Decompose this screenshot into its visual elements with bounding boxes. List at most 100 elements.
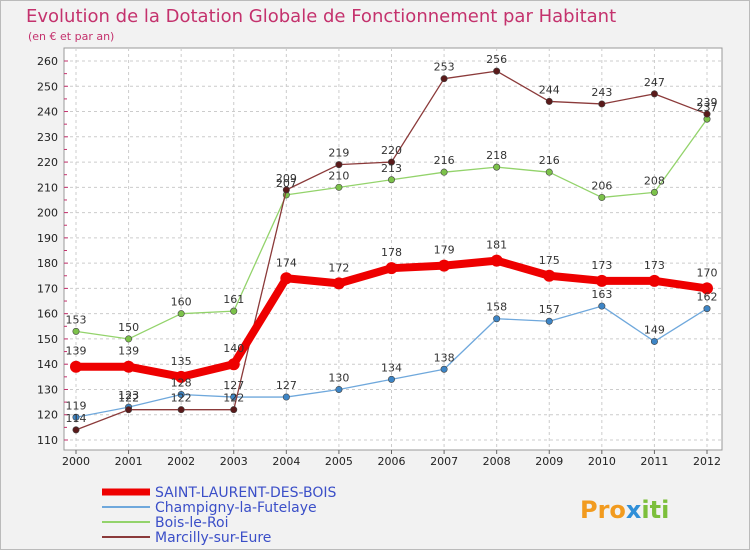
y-tick-label: 160 bbox=[37, 308, 58, 321]
series-point-0 bbox=[227, 358, 240, 371]
svg-text:Proxiti: Proxiti bbox=[580, 496, 669, 524]
data-label-0: 139 bbox=[66, 345, 87, 358]
data-label-2: 207 bbox=[276, 177, 297, 190]
series-point-3 bbox=[282, 186, 290, 194]
series-point-3 bbox=[598, 100, 606, 108]
logo-part-b: x bbox=[626, 496, 642, 524]
data-label-2: 237 bbox=[697, 101, 718, 114]
y-tick-label: 220 bbox=[37, 156, 58, 169]
data-label-0: 135 bbox=[171, 355, 192, 368]
series-point-1 bbox=[387, 375, 395, 383]
data-label-3: 220 bbox=[381, 144, 402, 157]
data-label-0: 173 bbox=[644, 259, 665, 272]
x-tick-label: 2010 bbox=[588, 455, 616, 468]
data-label-0: 175 bbox=[539, 254, 560, 267]
y-tick-label: 140 bbox=[37, 358, 58, 371]
series-point-2 bbox=[177, 310, 185, 318]
series-point-2 bbox=[387, 176, 395, 184]
y-tick-label: 120 bbox=[37, 409, 58, 422]
data-label-0: 181 bbox=[486, 239, 507, 252]
series-point-2 bbox=[125, 335, 133, 343]
data-label-2: 161 bbox=[223, 293, 244, 306]
series-point-3 bbox=[703, 110, 711, 118]
data-label-0: 139 bbox=[118, 345, 139, 358]
y-tick-label: 150 bbox=[37, 333, 58, 346]
series-point-0 bbox=[175, 370, 188, 383]
series-point-0 bbox=[70, 360, 82, 373]
data-label-2: 150 bbox=[118, 321, 139, 334]
data-label-0: 174 bbox=[276, 256, 297, 269]
series-point-1 bbox=[282, 393, 290, 401]
data-label-1: 158 bbox=[486, 301, 507, 314]
y-tick-label: 190 bbox=[37, 232, 58, 245]
y-tick-label: 170 bbox=[37, 282, 58, 295]
data-label-2: 216 bbox=[434, 154, 455, 167]
y-tick-label: 230 bbox=[37, 131, 58, 144]
y-tick-label: 240 bbox=[37, 106, 58, 119]
series-point-1 bbox=[440, 365, 448, 373]
y-tick-label: 110 bbox=[37, 434, 58, 447]
data-label-0: 178 bbox=[381, 246, 402, 259]
series-point-2 bbox=[72, 327, 80, 335]
series-point-1 bbox=[545, 317, 553, 325]
series-point-0 bbox=[490, 254, 503, 267]
y-tick-label: 200 bbox=[37, 207, 58, 220]
series-point-3 bbox=[440, 75, 448, 83]
series-point-2 bbox=[598, 193, 606, 201]
y-tick-label: 180 bbox=[37, 257, 58, 270]
series-point-2 bbox=[335, 183, 343, 191]
data-label-3: 209 bbox=[276, 172, 297, 185]
x-tick-label: 2003 bbox=[220, 455, 248, 468]
logo-part-a: Pro bbox=[580, 496, 626, 524]
data-label-3: 219 bbox=[328, 147, 349, 160]
data-label-3: 239 bbox=[697, 96, 718, 109]
data-label-1: 157 bbox=[539, 303, 560, 316]
series-point-3 bbox=[177, 406, 185, 414]
series-point-3 bbox=[493, 67, 501, 75]
data-label-1: 119 bbox=[66, 399, 87, 412]
label-layer: 119 123 128 127 127 130 134 138 158 157 163 149 162 1… bbox=[66, 53, 718, 425]
series-point-1 bbox=[493, 315, 501, 323]
series-point-0 bbox=[438, 259, 451, 272]
series-point-2 bbox=[545, 168, 553, 176]
data-label-3: 122 bbox=[171, 392, 192, 405]
data-label-1: 128 bbox=[171, 377, 192, 390]
series-point-0 bbox=[280, 272, 293, 285]
data-label-2: 216 bbox=[539, 154, 560, 167]
data-label-1: 162 bbox=[697, 291, 718, 304]
series-point-3 bbox=[125, 406, 133, 414]
series-point-1 bbox=[72, 413, 80, 421]
x-tick-label: 2004 bbox=[272, 455, 300, 468]
data-label-1: 130 bbox=[328, 371, 349, 384]
data-label-3: 244 bbox=[539, 83, 560, 96]
data-label-2: 206 bbox=[591, 179, 612, 192]
series-point-0 bbox=[648, 274, 661, 287]
series-point-3 bbox=[387, 158, 395, 166]
data-label-0: 173 bbox=[591, 259, 612, 272]
series-point-3 bbox=[72, 426, 80, 434]
x-tick-label: 2000 bbox=[62, 455, 90, 468]
data-label-1: 127 bbox=[223, 379, 244, 392]
y-tick-label: 130 bbox=[37, 383, 58, 396]
data-label-3: 122 bbox=[223, 392, 244, 405]
series-point-1 bbox=[335, 385, 343, 393]
series-point-1 bbox=[598, 302, 606, 310]
series-point-0 bbox=[701, 282, 713, 295]
data-label-0: 172 bbox=[328, 261, 349, 274]
data-label-2: 153 bbox=[66, 313, 87, 326]
x-tick-label: 2012 bbox=[693, 455, 721, 468]
series-point-3 bbox=[545, 97, 553, 105]
series-point-1 bbox=[177, 391, 185, 399]
y-tick-label: 260 bbox=[37, 55, 58, 68]
x-tick-label: 2001 bbox=[115, 455, 143, 468]
plot-area bbox=[63, 47, 723, 451]
legend-label: Champigny-la-Futelaye bbox=[155, 500, 317, 516]
series-point-0 bbox=[543, 269, 556, 282]
y-tick-label: 210 bbox=[37, 181, 58, 194]
data-label-2: 208 bbox=[644, 174, 665, 187]
x-tick-label: 2006 bbox=[378, 455, 406, 468]
series-point-2 bbox=[493, 163, 501, 171]
series-point-2 bbox=[650, 188, 658, 196]
data-label-3: 256 bbox=[486, 53, 507, 66]
